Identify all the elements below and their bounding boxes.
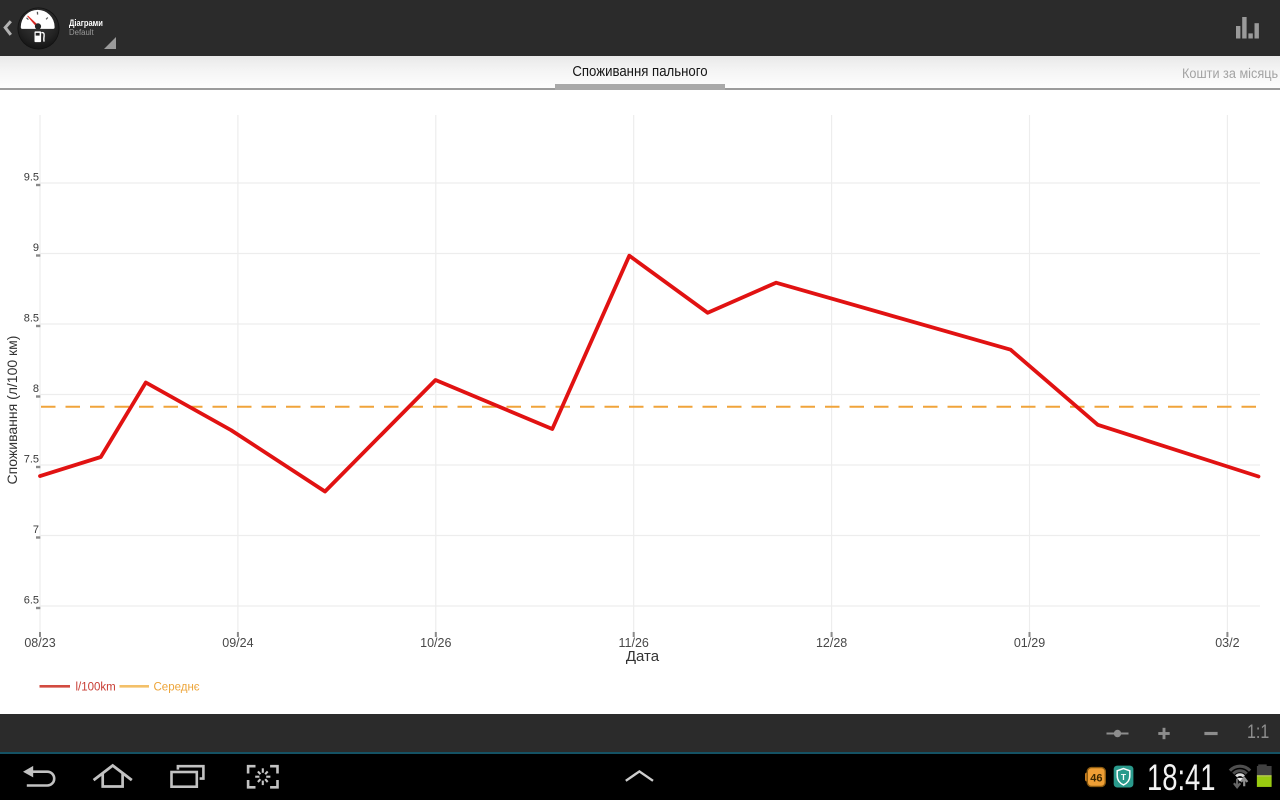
svg-text:12/28: 12/28 — [816, 636, 847, 650]
svg-text:11/26: 11/26 — [619, 636, 649, 650]
svg-text:l/100km: l/100km — [76, 682, 116, 694]
svg-text:Середнє: Середнє — [154, 682, 200, 694]
svg-text:9: 9 — [33, 242, 39, 254]
svg-text:08/23: 08/23 — [24, 636, 55, 650]
svg-text:7.5: 7.5 — [24, 454, 39, 466]
svg-text:03/2: 03/2 — [1215, 636, 1239, 650]
svg-text:6.5: 6.5 — [24, 595, 39, 607]
svg-text:8.5: 8.5 — [24, 313, 39, 325]
svg-text:46: 46 — [1090, 773, 1102, 785]
svg-text:T: T — [1121, 772, 1127, 782]
svg-text:7: 7 — [33, 524, 39, 536]
svg-text:10/26: 10/26 — [420, 636, 451, 650]
svg-text:Споживання (л/100 км): Споживання (л/100 км) — [4, 336, 20, 485]
svg-text:9.5: 9.5 — [24, 172, 39, 184]
svg-text:01/29: 01/29 — [1014, 636, 1045, 650]
svg-text:09/24: 09/24 — [222, 636, 253, 650]
svg-text:8: 8 — [33, 383, 39, 395]
svg-text:Дата: Дата — [626, 648, 660, 665]
